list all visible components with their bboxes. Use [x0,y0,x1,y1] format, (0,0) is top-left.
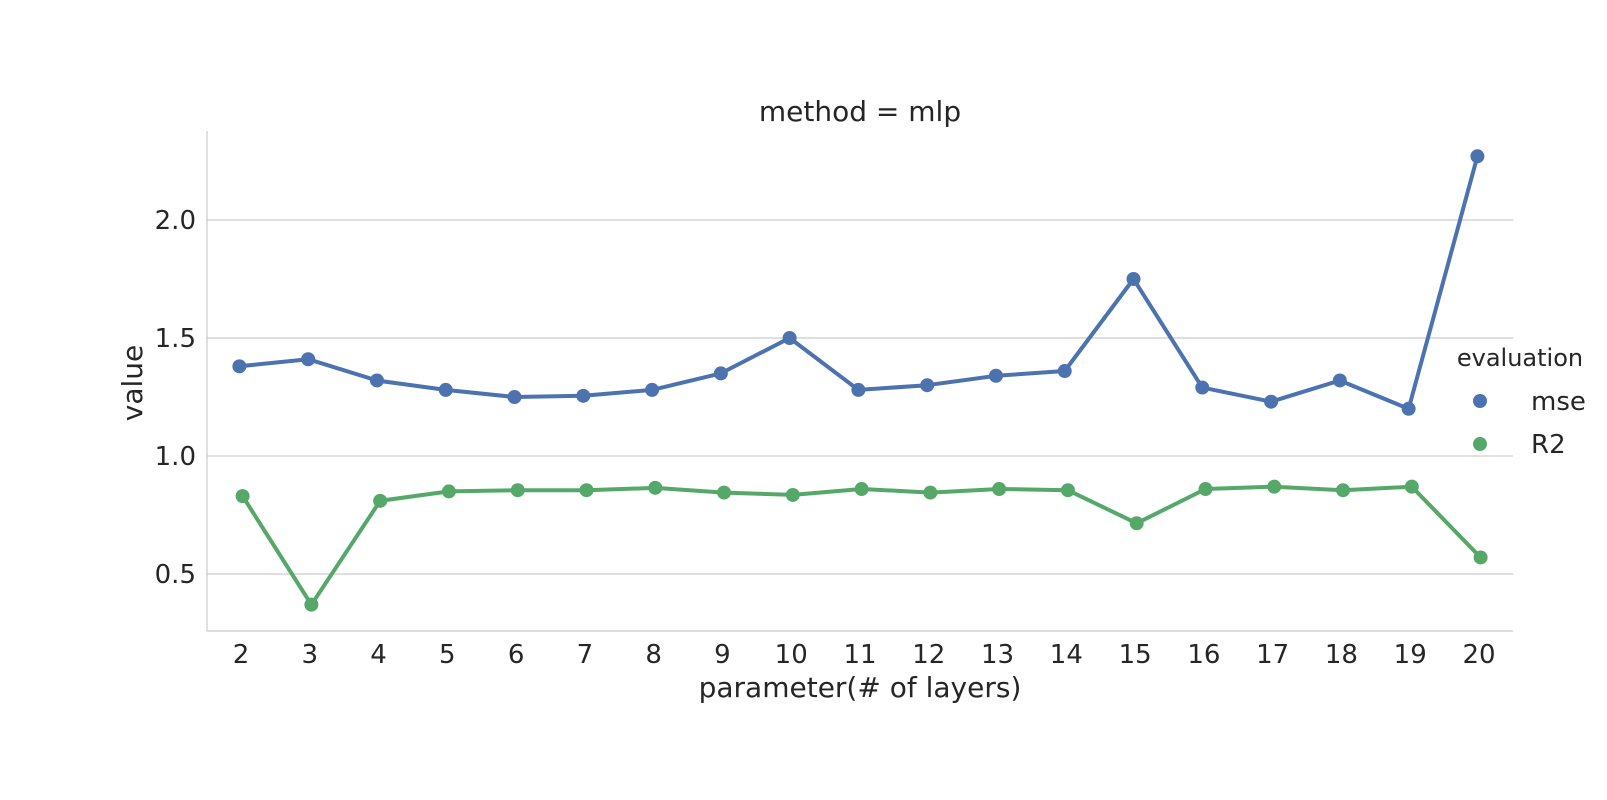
legend: evaluation mse R2 [1457,344,1586,460]
x-tick-label: 7 [577,640,594,670]
data-point-mse [1401,401,1416,416]
legend-title: evaluation [1457,344,1583,372]
x-axis-label: parameter(# of layers) [699,671,1022,704]
series-lines [239,155,1483,607]
legend-marker-r2 [1473,437,1487,451]
x-tick-label: 2 [233,640,250,670]
legend-label-mse: mse [1531,387,1586,417]
data-point-mse [1264,394,1279,409]
data-point-mse [369,373,384,388]
axis-spines [206,131,1513,632]
data-point-r2 [373,493,388,508]
x-tick-label: 5 [439,640,456,670]
x-tick-label: 4 [370,640,387,670]
chart-title: method = mlp [759,95,961,128]
data-point-r2 [1129,516,1144,531]
x-tick-label: 10 [775,640,808,670]
x-tick-label: 9 [714,640,731,670]
data-point-r2 [854,482,869,497]
data-point-r2 [304,597,319,612]
x-tick-label: 12 [912,640,945,670]
x-tick-label: 17 [1256,640,1289,670]
data-point-r2 [235,489,250,504]
x-tick-label: 6 [508,640,525,670]
data-point-r2 [1336,483,1351,498]
y-tick-label: 1.0 [155,442,196,472]
x-tick-label: 16 [1187,640,1220,670]
x-tick-label: 15 [1119,640,1152,670]
series-points [232,149,1488,612]
x-tick-label: 18 [1325,640,1358,670]
data-point-mse [1057,364,1072,379]
x-tick-label: 13 [981,640,1014,670]
data-point-mse [507,390,522,404]
data-point-mse [713,366,728,381]
x-tick-label: 19 [1394,640,1427,670]
x-tick-label: 8 [645,640,662,670]
data-point-mse [576,388,591,403]
data-point-r2 [1473,550,1488,565]
y-tick-label: 1.5 [155,324,196,354]
data-point-mse [920,378,935,393]
x-tick-labels: 2 3 4 5 6 7 8 9 10 11 12 13 14 15 16 17 18 19 20 [233,640,1496,670]
data-point-mse [1470,149,1485,164]
x-tick-label: 11 [843,640,876,670]
data-point-r2 [648,480,663,495]
data-point-mse [851,382,866,397]
data-point-r2 [992,482,1007,497]
grid-lines [207,219,1513,575]
data-point-mse [1332,373,1347,388]
data-point-mse [438,382,453,397]
data-point-r2 [1267,479,1282,494]
x-tick-label: 3 [302,640,319,670]
series-line-mse [239,155,1480,411]
y-tick-label: 2.0 [155,206,196,236]
data-point-mse [232,359,247,374]
data-point-mse [988,368,1003,383]
data-point-r2 [441,484,456,499]
data-point-r2 [785,487,800,502]
x-tick-label: 20 [1462,640,1495,670]
data-point-r2 [510,483,525,498]
data-point-r2 [579,483,594,498]
data-point-mse [301,352,316,367]
data-point-r2 [717,485,732,500]
data-point-mse [1195,380,1210,395]
data-point-r2 [1198,482,1213,497]
series-line-r2 [240,484,1483,607]
data-point-mse [645,382,660,397]
data-point-r2 [1060,483,1075,498]
y-tick-label: 0.5 [155,560,196,590]
data-point-r2 [923,485,938,500]
data-point-mse [1126,272,1141,286]
x-tick-label: 14 [1050,640,1083,670]
legend-label-r2: R2 [1531,430,1566,460]
data-point-mse [782,331,797,345]
y-axis-label: value [116,345,149,421]
legend-marker-mse [1473,394,1487,408]
y-tick-labels: 0.5 1.0 1.5 2.0 [155,206,196,590]
data-point-r2 [1404,479,1419,494]
